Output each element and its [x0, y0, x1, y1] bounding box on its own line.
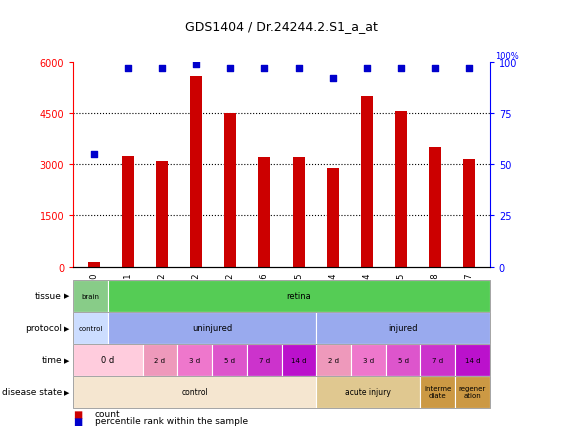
Text: 2 d: 2 d — [154, 357, 166, 363]
Bar — [224, 114, 236, 267]
Text: GDS1404 / Dr.24244.2.S1_a_at: GDS1404 / Dr.24244.2.S1_a_at — [185, 20, 378, 33]
Text: interme
diate: interme diate — [424, 385, 452, 398]
Point — [431, 66, 440, 72]
Text: ■: ■ — [73, 416, 82, 426]
Point — [465, 66, 474, 72]
Text: 2 d: 2 d — [328, 357, 339, 363]
Point — [89, 151, 98, 158]
Bar — [88, 263, 100, 267]
Point — [158, 66, 167, 72]
Text: 3 d: 3 d — [363, 357, 374, 363]
Bar — [122, 156, 134, 267]
Text: protocol: protocol — [25, 323, 62, 332]
Text: regener
ation: regener ation — [459, 385, 486, 398]
Text: 5 d: 5 d — [397, 357, 409, 363]
Text: 14 d: 14 d — [464, 357, 480, 363]
Bar — [190, 76, 202, 267]
Text: injured: injured — [388, 323, 418, 332]
Text: ■: ■ — [73, 409, 82, 418]
Text: 3 d: 3 d — [189, 357, 200, 363]
Text: ▶: ▶ — [64, 325, 69, 331]
Point — [191, 62, 200, 69]
Text: ▶: ▶ — [64, 357, 69, 363]
Text: 0 d: 0 d — [101, 355, 114, 365]
Point — [123, 66, 132, 72]
Bar — [395, 112, 407, 267]
Text: ▶: ▶ — [64, 389, 69, 395]
Text: control: control — [181, 388, 208, 396]
Text: uninjured: uninjured — [192, 323, 232, 332]
Text: ▶: ▶ — [64, 293, 69, 299]
Point — [396, 66, 405, 72]
Point — [260, 66, 269, 72]
Bar — [463, 160, 475, 267]
Text: 100%: 100% — [495, 52, 519, 61]
Bar — [258, 158, 270, 267]
Bar — [429, 148, 441, 267]
Text: disease state: disease state — [2, 388, 62, 396]
Text: control: control — [78, 325, 102, 331]
Point — [363, 66, 372, 72]
Point — [328, 76, 337, 83]
Point — [294, 66, 303, 72]
Text: 5 d: 5 d — [224, 357, 235, 363]
Bar — [361, 97, 373, 267]
Bar — [327, 168, 339, 267]
Bar — [293, 158, 305, 267]
Text: percentile rank within the sample: percentile rank within the sample — [95, 417, 248, 425]
Text: retina: retina — [287, 292, 311, 300]
Text: tissue: tissue — [35, 292, 62, 300]
Text: count: count — [95, 409, 120, 418]
Text: 7 d: 7 d — [432, 357, 443, 363]
Text: brain: brain — [82, 293, 100, 299]
Text: time: time — [41, 355, 62, 365]
Bar — [156, 161, 168, 267]
Text: acute injury: acute injury — [345, 388, 391, 396]
Text: 7 d: 7 d — [258, 357, 270, 363]
Text: 14 d: 14 d — [291, 357, 307, 363]
Point — [226, 66, 235, 72]
